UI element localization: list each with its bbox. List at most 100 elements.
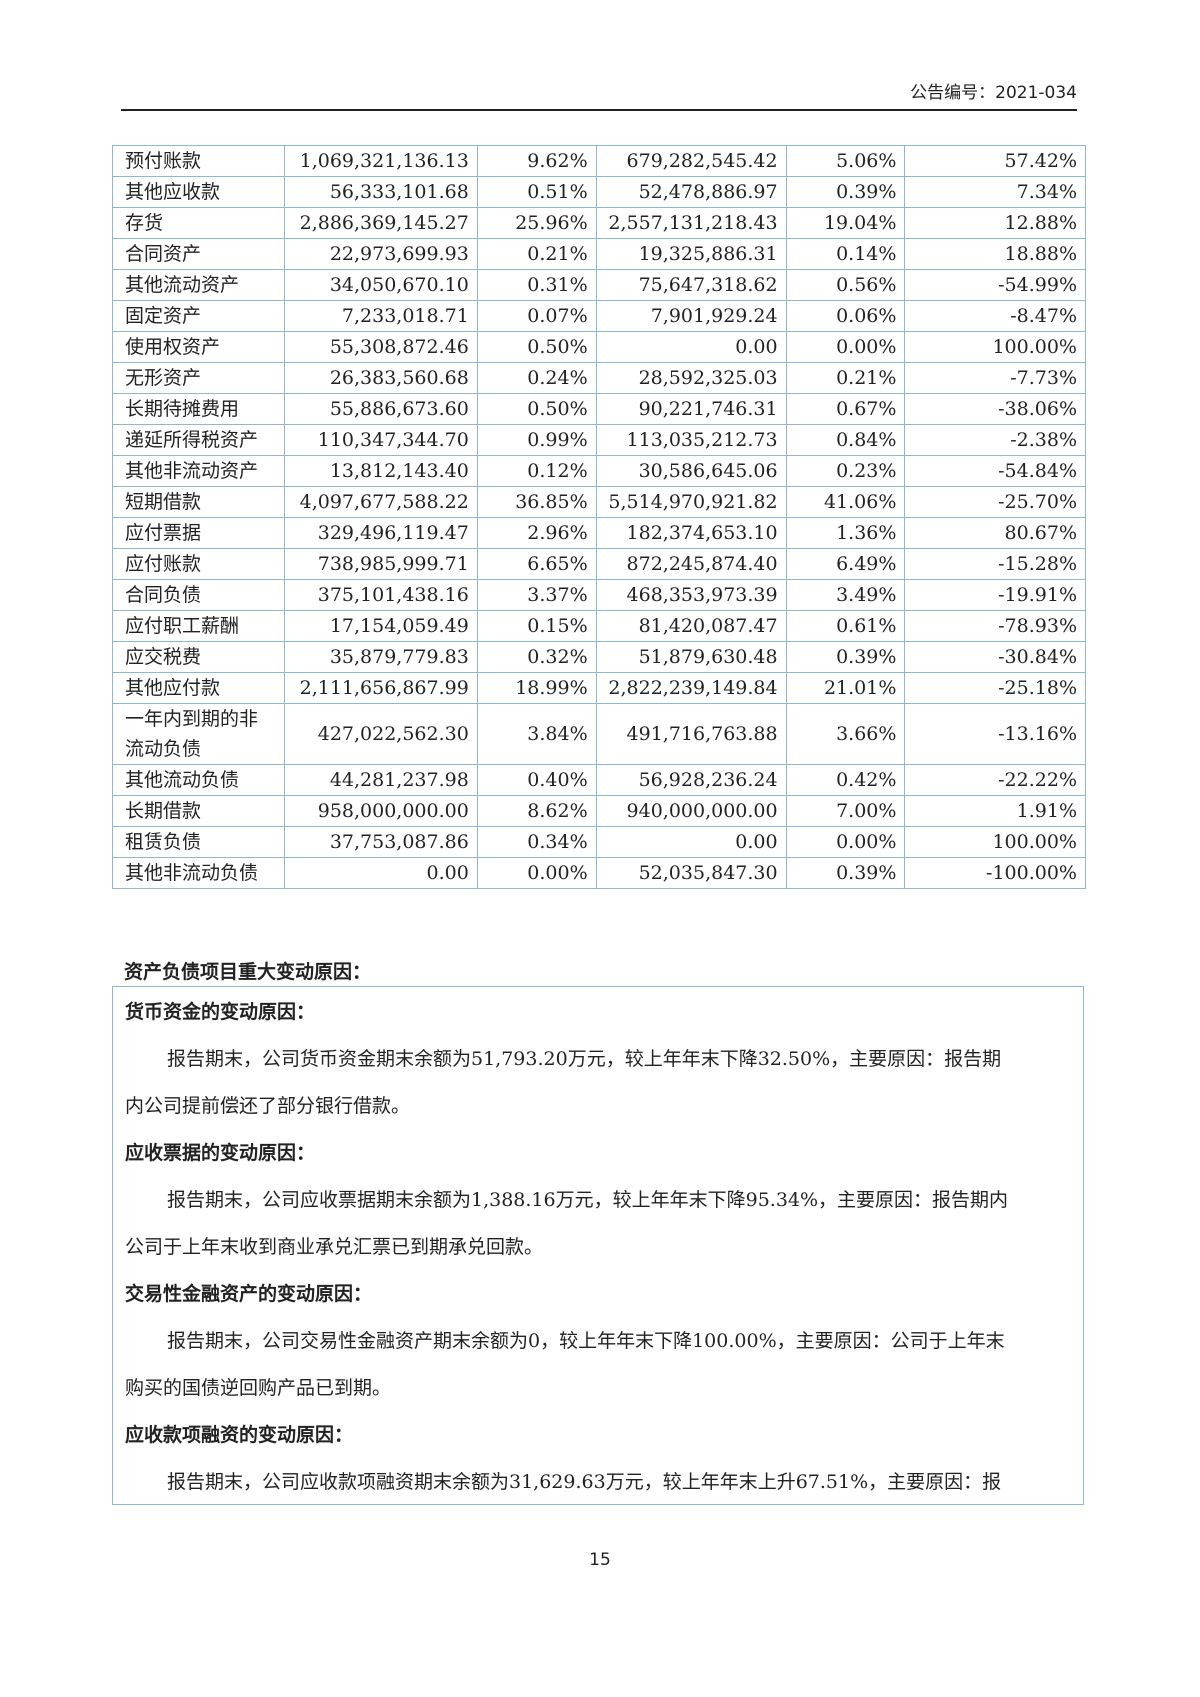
header-divider <box>121 109 1077 111</box>
value-cell: -25.18% <box>904 672 1086 704</box>
value-cell: 0.51% <box>476 176 597 208</box>
value-cell: -25.70% <box>904 486 1086 518</box>
value-cell: 182,374,653.10 <box>595 517 787 549</box>
value-cell: 0.00 <box>595 826 787 858</box>
value-cell: 738,985,999.71 <box>283 548 478 580</box>
value-cell: 113,035,212.73 <box>595 424 787 456</box>
value-cell: 0.31% <box>476 269 597 301</box>
value-cell: 3.84% <box>476 703 597 765</box>
value-cell: 0.00 <box>283 857 478 889</box>
value-cell: 7,233,018.71 <box>283 300 478 332</box>
value-cell: 110,347,344.70 <box>283 424 478 456</box>
reason-paragraph: 内公司提前偿还了部分银行借款。 <box>125 1095 411 1117</box>
value-cell: 958,000,000.00 <box>283 795 478 827</box>
reason-heading: 货币资金的变动原因： <box>125 1001 316 1023</box>
reason-paragraph: 公司于上年末收到商业承兑汇票已到期承兑回款。 <box>125 1236 544 1258</box>
value-cell: 0.21% <box>476 238 597 270</box>
table-row: 其他应付款 2,111,656,867.99 18.99% 2,822,239,149… <box>112 672 1086 704</box>
table-row: 短期借款 4,097,677,588.22 36.85% 5,514,970,921.… <box>112 486 1086 518</box>
value-cell: 55,308,872.46 <box>283 331 478 363</box>
table-row: 应付票据 329,496,119.47 2.96% 182,374,653.10 1.3… <box>112 517 1086 549</box>
table-row: 长期待摊费用 55,886,673.60 0.50% 90,221,746.31 0.6… <box>112 393 1086 425</box>
value-cell: 6.49% <box>785 548 906 580</box>
value-cell: 18.88% <box>904 238 1086 270</box>
value-cell: 8.62% <box>476 795 597 827</box>
item-name-cell: 短期借款 <box>112 486 285 518</box>
value-cell: 2,886,369,145.27 <box>283 207 478 239</box>
value-cell: 7.34% <box>904 176 1086 208</box>
value-cell: 13,812,143.40 <box>283 455 478 487</box>
value-cell: -15.28% <box>904 548 1086 580</box>
value-cell: 52,035,847.30 <box>595 857 787 889</box>
item-name-cell: 应付票据 <box>112 517 285 549</box>
value-cell: 3.66% <box>785 703 906 765</box>
value-cell: 41.06% <box>785 486 906 518</box>
value-cell: 2,111,656,867.99 <box>283 672 478 704</box>
value-cell: 0.12% <box>476 455 597 487</box>
item-name-cell: 其他应付款 <box>112 672 285 704</box>
value-cell: 55,886,673.60 <box>283 393 478 425</box>
table-row: 一年内到期的非流动负债 427,022,562.30 3.84% 491,716,76… <box>112 703 1086 765</box>
table-row: 合同资产 22,973,699.93 0.21% 19,325,886.31 0.14%… <box>112 238 1086 270</box>
value-cell: 468,353,973.39 <box>595 579 787 611</box>
item-name-cell: 其他流动负债 <box>112 764 285 796</box>
value-cell: 0.56% <box>785 269 906 301</box>
announcement-number: 公告编号：2021-034 <box>910 83 1077 103</box>
page-number: 15 <box>589 1550 611 1570</box>
value-cell: 375,101,438.16 <box>283 579 478 611</box>
change-reasons-box: 货币资金的变动原因： 报告期末，公司货币资金期末余额为51,793.20万元，较上… <box>112 986 1084 1505</box>
value-cell: 940,000,000.00 <box>595 795 787 827</box>
reason-paragraph: 报告期末，公司交易性金融资产期末余额为0，较上年年末下降100.00%，主要原因… <box>167 1330 1005 1352</box>
table-row: 应付账款 738,985,999.71 6.65% 872,245,874.40 6.4… <box>112 548 1086 580</box>
value-cell: 0.61% <box>785 610 906 642</box>
value-cell: 0.50% <box>476 331 597 363</box>
value-cell: 5,514,970,921.82 <box>595 486 787 518</box>
value-cell: -22.22% <box>904 764 1086 796</box>
value-cell: 44,281,237.98 <box>283 764 478 796</box>
reason-paragraph: 报告期末，公司应收款项融资期末余额为31,629.63万元，较上年年末上升67.… <box>167 1471 1002 1493</box>
item-name-cell: 应付职工薪酬 <box>112 610 285 642</box>
table-row: 其他非流动资产 13,812,143.40 0.12% 30,586,645.06 0.… <box>112 455 1086 487</box>
value-cell: 0.99% <box>476 424 597 456</box>
value-cell: 21.01% <box>785 672 906 704</box>
value-cell: 25.96% <box>476 207 597 239</box>
value-cell: 81,420,087.47 <box>595 610 787 642</box>
value-cell: 57.42% <box>904 145 1086 177</box>
table-row: 预付账款 1,069,321,136.13 9.62% 679,282,545.42 5… <box>112 145 1086 177</box>
value-cell: 0.21% <box>785 362 906 394</box>
value-cell: 6.65% <box>476 548 597 580</box>
item-name-cell: 其他流动资产 <box>112 269 285 301</box>
value-cell: 0.00% <box>476 857 597 889</box>
value-cell: 427,022,562.30 <box>283 703 478 765</box>
reason-heading: 应收票据的变动原因： <box>125 1142 316 1164</box>
reason-paragraph: 报告期末，公司应收票据期末余额为1,388.16万元，较上年年末下降95.34%… <box>167 1189 1009 1211</box>
value-cell: 0.14% <box>785 238 906 270</box>
value-cell: 19.04% <box>785 207 906 239</box>
reason-paragraph: 购买的国债逆回购产品已到期。 <box>125 1377 392 1399</box>
value-cell: 3.37% <box>476 579 597 611</box>
value-cell: 0.00% <box>785 331 906 363</box>
table-row: 应交税费 35,879,779.83 0.32% 51,879,630.48 0.39%… <box>112 641 1086 673</box>
value-cell: 0.39% <box>785 641 906 673</box>
value-cell: 4,097,677,588.22 <box>283 486 478 518</box>
value-cell: 0.07% <box>476 300 597 332</box>
table-row: 租赁负债 37,753,087.86 0.34% 0.00 0.00% 100.00% <box>112 826 1086 858</box>
value-cell: -38.06% <box>904 393 1086 425</box>
value-cell: 1,069,321,136.13 <box>283 145 478 177</box>
value-cell: 36.85% <box>476 486 597 518</box>
value-cell: 1.91% <box>904 795 1086 827</box>
item-name-cell: 其他非流动资产 <box>112 455 285 487</box>
value-cell: 7,901,929.24 <box>595 300 787 332</box>
value-cell: 51,879,630.48 <box>595 641 787 673</box>
value-cell: -8.47% <box>904 300 1086 332</box>
value-cell: 52,478,886.97 <box>595 176 787 208</box>
value-cell: 22,973,699.93 <box>283 238 478 270</box>
item-name-cell: 长期待摊费用 <box>112 393 285 425</box>
value-cell: 0.15% <box>476 610 597 642</box>
item-name-cell: 应交税费 <box>112 641 285 673</box>
value-cell: 2,822,239,149.84 <box>595 672 787 704</box>
value-cell: 17,154,059.49 <box>283 610 478 642</box>
value-cell: 35,879,779.83 <box>283 641 478 673</box>
value-cell: -30.84% <box>904 641 1086 673</box>
value-cell: -19.91% <box>904 579 1086 611</box>
